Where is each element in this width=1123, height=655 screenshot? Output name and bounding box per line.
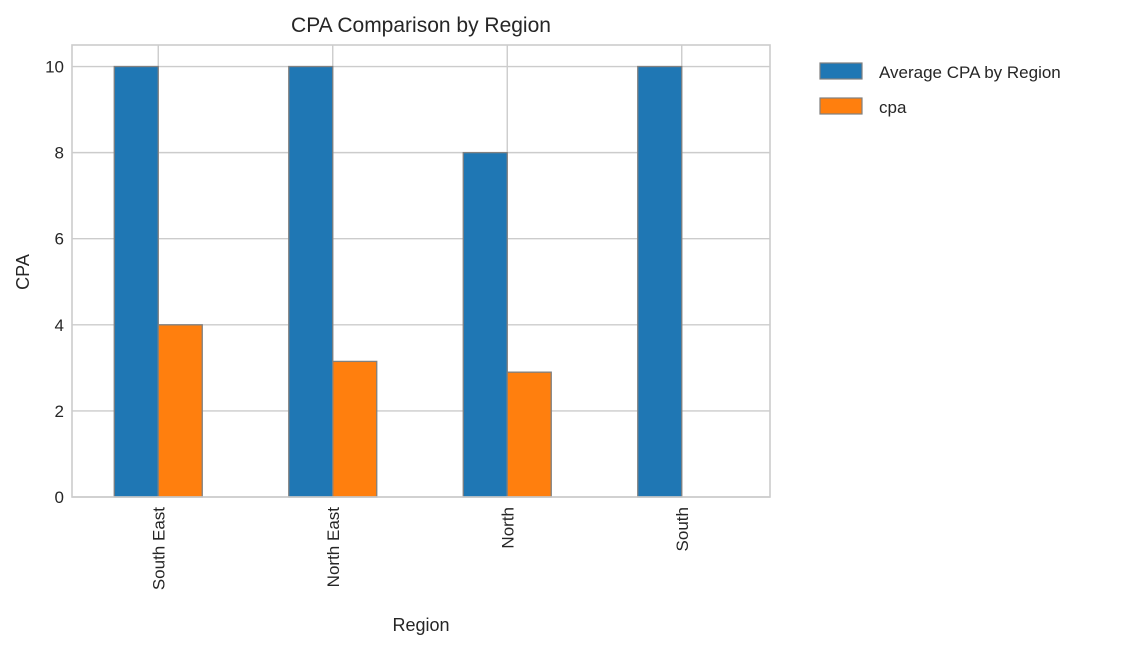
y-tick-label: 0 — [55, 488, 64, 507]
y-tick-label: 6 — [55, 230, 64, 249]
x-tick-label: South — [673, 507, 692, 551]
bar-cpa-north — [506, 371, 552, 498]
chart-title: CPA Comparison by Region — [291, 14, 551, 37]
y-tick-label: 2 — [55, 402, 64, 421]
legend-label: cpa — [879, 98, 907, 117]
y-tick-labels: 0 2 4 6 8 10 — [45, 58, 64, 507]
x-tick-label: South East — [149, 507, 168, 590]
legend-label: Average CPA by Region — [879, 63, 1061, 82]
bar-average-cpa-north — [462, 151, 508, 498]
bar-average-cpa-north-east — [288, 65, 334, 498]
bar-cpa-north-east — [332, 360, 378, 498]
y-axis-title: CPA — [13, 254, 33, 290]
x-tick-label: North — [498, 507, 517, 549]
bar-average-cpa-south — [637, 65, 683, 498]
x-tick-label: North East — [324, 507, 343, 588]
y-tick-label: 8 — [55, 144, 64, 163]
plot-border — [71, 44, 771, 498]
y-tick-label: 10 — [45, 58, 64, 77]
bar-average-cpa-south-east — [113, 65, 159, 498]
bar-cpa-south-east — [157, 324, 203, 498]
x-axis-title: Region — [392, 615, 449, 635]
x-tick-labels: South East North East North South — [149, 507, 692, 590]
bars — [113, 65, 683, 498]
legend: Average CPA by Region cpa — [819, 62, 1061, 117]
plot-frame — [71, 44, 771, 498]
y-tick-label: 4 — [55, 316, 64, 335]
legend-swatch — [819, 97, 863, 115]
legend-swatch — [819, 62, 863, 80]
